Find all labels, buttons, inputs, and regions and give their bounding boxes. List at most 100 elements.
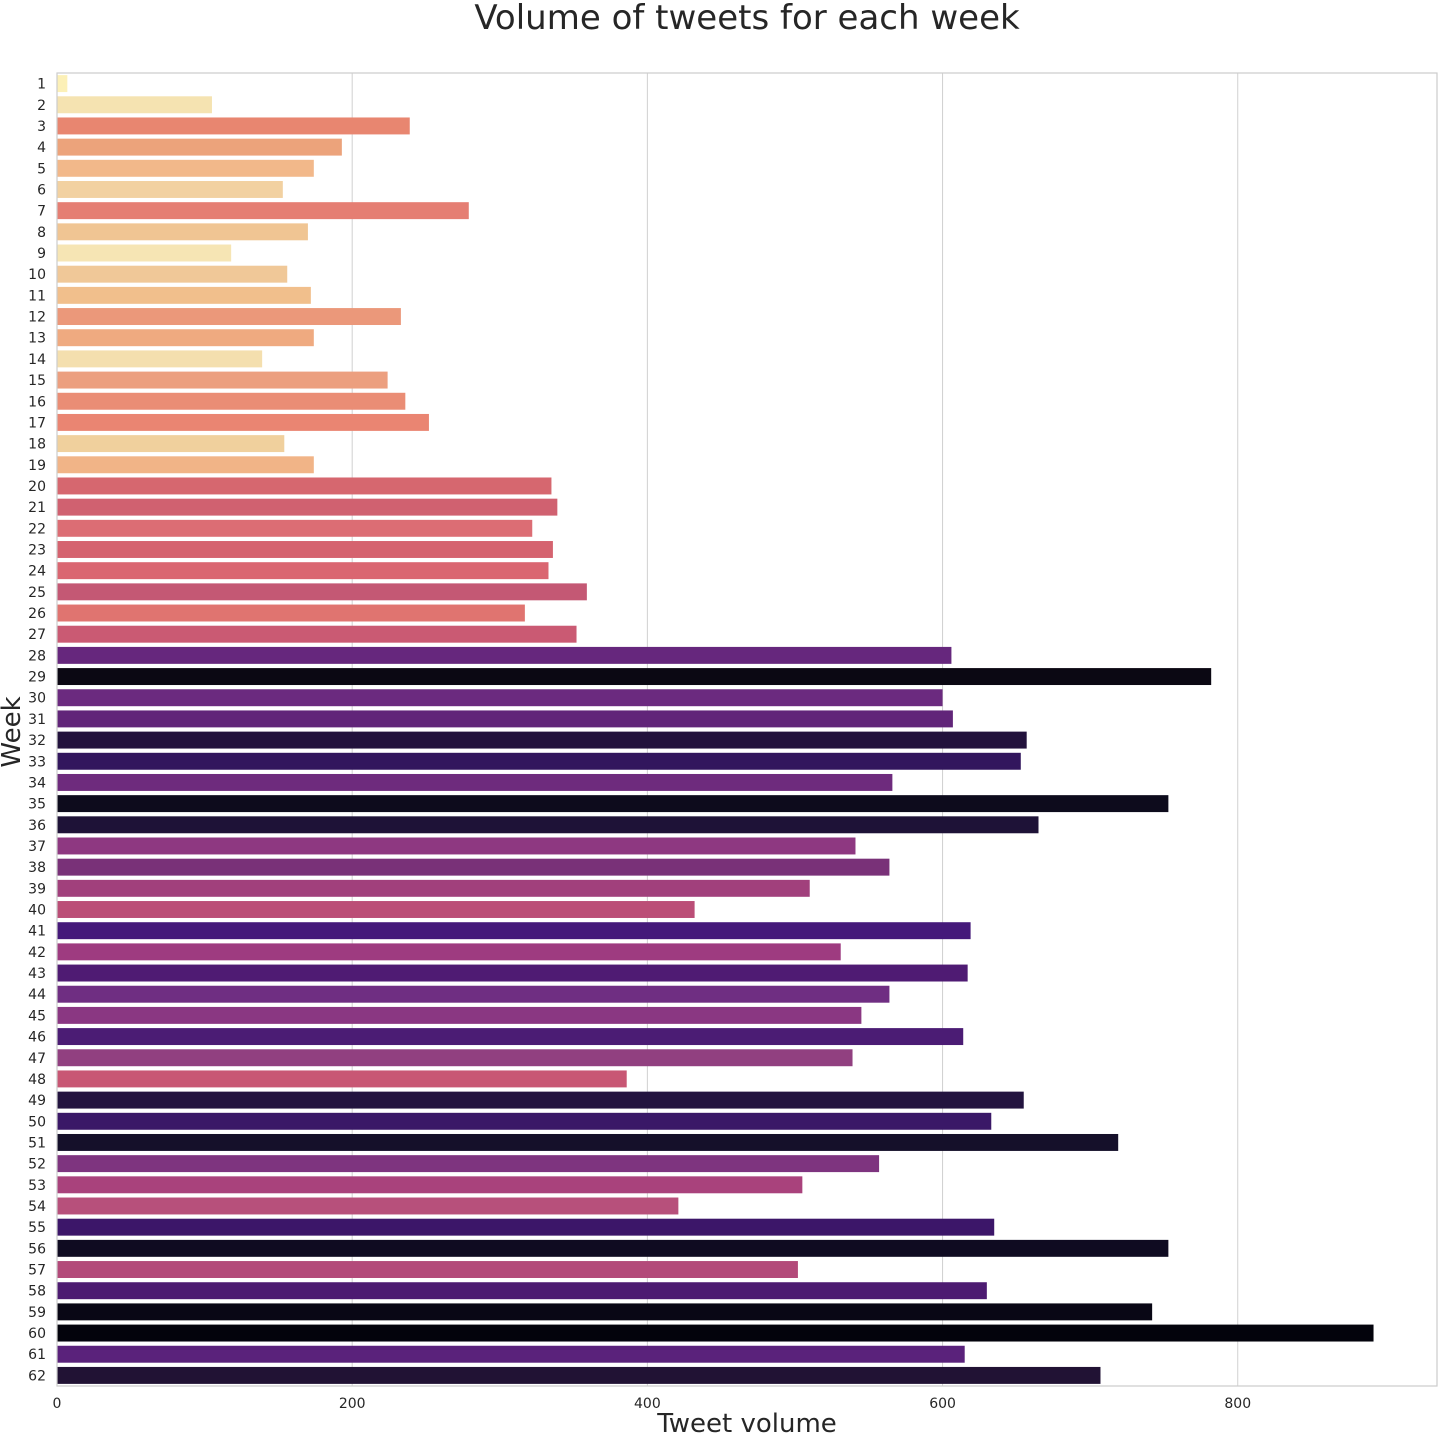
y-tick-label: 16	[28, 394, 46, 410]
bar-week-58	[57, 1282, 987, 1300]
bar-week-27	[57, 625, 577, 643]
bar-week-35	[57, 795, 1169, 813]
x-tick-label: 800	[1224, 1396, 1251, 1412]
bar-week-57	[57, 1261, 798, 1278]
y-tick-label: 23	[28, 542, 46, 558]
x-tick-labels: 0 200 400 600 800	[53, 1396, 1252, 1412]
bar-week-19	[57, 456, 314, 474]
bar-week-49	[57, 1091, 1024, 1109]
bar-week-51	[57, 1133, 1119, 1151]
bar-week-20	[57, 477, 552, 495]
y-tick-label: 45	[28, 1008, 46, 1024]
bar-week-60	[57, 1324, 1374, 1342]
y-tick-label: 41	[28, 924, 46, 940]
y-tick-label: 19	[28, 458, 46, 474]
y-tick-label: 33	[28, 754, 46, 770]
bar-week-16	[57, 392, 406, 410]
y-tick-label: 51	[28, 1135, 46, 1151]
bar-week-56	[57, 1239, 1169, 1257]
y-tick-label: 8	[37, 225, 46, 241]
y-tick-label: 11	[28, 288, 46, 304]
y-tick-label: 46	[28, 1030, 46, 1046]
y-tick-label: 24	[28, 564, 46, 580]
y-tick-label: 25	[28, 585, 46, 601]
y-tick-label: 3	[37, 119, 46, 135]
bar-week-37	[57, 837, 856, 855]
y-tick-label: 53	[28, 1178, 46, 1194]
y-tick-label: 17	[28, 415, 46, 431]
y-tick-label: 10	[28, 267, 46, 283]
bar-week-30	[57, 689, 943, 707]
bar-week-54	[57, 1197, 679, 1215]
y-tick-label: 52	[28, 1157, 46, 1173]
y-tick-label: 44	[28, 987, 46, 1003]
bar-week-52	[57, 1155, 880, 1173]
bar-week-39	[57, 879, 810, 897]
bar-week-9	[57, 244, 232, 262]
bar-week-13	[57, 329, 314, 347]
bar-week-25	[57, 583, 587, 601]
bar-week-18	[57, 435, 285, 453]
y-tick-label: 40	[28, 903, 46, 919]
bar-week-41	[57, 922, 971, 940]
x-tick-label: 600	[929, 1396, 956, 1412]
y-tick-label: 27	[28, 627, 46, 643]
y-tick-label: 62	[28, 1368, 46, 1384]
bar-week-34	[57, 773, 893, 791]
y-tick-label: 59	[28, 1305, 46, 1321]
bar-week-47	[57, 1049, 853, 1067]
bar-week-24	[57, 562, 549, 580]
y-tick-label: 22	[28, 521, 46, 537]
y-tick-label: 58	[28, 1284, 46, 1300]
bar-week-8	[57, 223, 308, 241]
y-tick-label: 18	[28, 437, 46, 453]
y-tick-label: 35	[28, 797, 46, 813]
y-tick-label: 4	[37, 140, 46, 156]
bar-week-26	[57, 604, 525, 622]
bar-week-62	[57, 1366, 1101, 1384]
y-tick-label: 5	[37, 161, 46, 177]
bar-week-48	[57, 1070, 627, 1088]
y-tick-label: 37	[28, 839, 46, 855]
bar-week-53	[57, 1176, 803, 1194]
y-tick-label: 28	[28, 648, 46, 664]
chart-title: Volume of tweets for each week	[474, 0, 1020, 38]
bar-week-21	[57, 498, 558, 516]
bar-week-43	[57, 964, 968, 982]
y-tick-label: 49	[28, 1093, 46, 1109]
bar-week-31	[57, 710, 953, 728]
bar-week-32	[57, 731, 1027, 749]
y-tick-label: 2	[37, 98, 46, 114]
x-tick-label: 400	[634, 1396, 661, 1412]
y-tick-label: 30	[28, 691, 46, 707]
bar-week-7	[57, 202, 469, 220]
y-tick-label: 12	[28, 310, 46, 326]
bar-week-50	[57, 1112, 992, 1130]
bar-week-42	[57, 943, 841, 961]
y-tick-label: 1	[37, 77, 46, 93]
y-tick-label: 32	[28, 733, 46, 749]
y-tick-label: 34	[28, 775, 46, 791]
y-tick-label: 21	[28, 500, 46, 516]
y-tick-label: 20	[28, 479, 46, 495]
bar-week-59	[57, 1303, 1153, 1321]
y-tick-label: 61	[28, 1347, 46, 1363]
bar-week-38	[57, 858, 890, 876]
y-tick-label: 6	[37, 182, 46, 198]
bar-week-4	[57, 138, 342, 156]
bars	[57, 75, 1374, 1384]
y-tick-label: 29	[28, 670, 46, 686]
bar-week-11	[57, 286, 311, 304]
bar-week-23	[57, 541, 553, 558]
y-tick-label: 42	[28, 945, 46, 961]
y-tick-label: 56	[28, 1241, 46, 1257]
y-tick-label: 7	[37, 204, 46, 220]
y-tick-label: 50	[28, 1114, 46, 1130]
y-tick-label: 57	[28, 1263, 46, 1279]
bar-week-61	[57, 1345, 965, 1363]
bar-week-3	[57, 117, 410, 135]
bar-week-2	[57, 96, 212, 114]
bar-week-45	[57, 1006, 862, 1024]
x-axis-label: Tweet volume	[656, 1409, 837, 1439]
